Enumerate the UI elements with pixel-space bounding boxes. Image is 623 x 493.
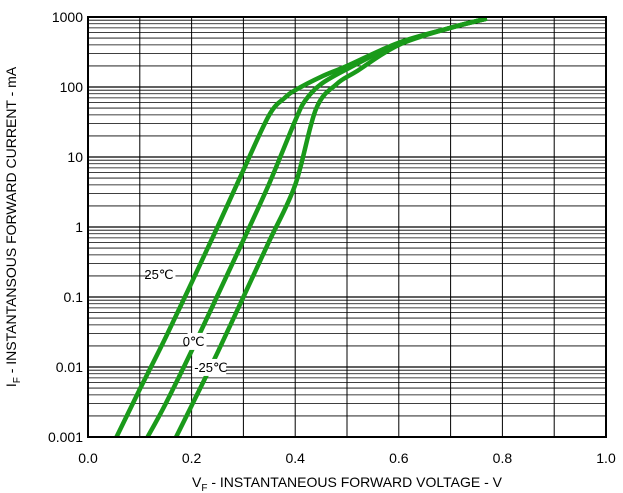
y-tick-label: 0.1	[64, 289, 84, 305]
x-axis-title-sub: F	[201, 483, 207, 493]
x-tick-label: 1.0	[596, 450, 616, 466]
x-axis-title: VF - INSTANTANEOUS FORWARD VOLTAGE - V	[192, 474, 503, 493]
x-tick-label: 0.0	[78, 450, 98, 466]
y-axis-title-rest: - INSTANTANSOUS FORWARD CURRENT - mA	[3, 66, 19, 377]
y-axis-title-sub: F	[12, 377, 23, 383]
x-tick-label: 0.4	[285, 450, 305, 466]
x-tick-labels: 0.0 0.2 0.4 0.6 0.8 1.0	[78, 450, 616, 466]
plot-frame	[87, 16, 607, 438]
y-tick-label: 0.01	[56, 359, 83, 375]
y-tick-label: 100	[60, 79, 84, 95]
y-tick-label: 1	[75, 219, 83, 235]
series-line-2	[174, 16, 488, 439]
grid	[87, 17, 607, 438]
x-axis-title-main: V	[192, 474, 202, 490]
curves	[114, 16, 488, 439]
y-tick-label: 0.001	[48, 429, 83, 445]
y-axis-title: IF - INSTANTANSOUS FORWARD CURRENT - mA	[3, 66, 23, 387]
y-axis-title-main: I	[3, 383, 19, 387]
y-tick-label: 10	[67, 149, 83, 165]
y-tick-labels: 0.001 0.01 0.1 1 10 100 1000	[48, 9, 83, 445]
y-tick-label: 1000	[52, 9, 83, 25]
curve-labels: 25℃ 0℃ -25℃	[144, 266, 228, 376]
curve-label-bg	[187, 332, 207, 350]
series-line-0	[114, 16, 488, 438]
x-tick-label: 0.2	[182, 450, 202, 466]
curve-label: 25℃	[144, 267, 173, 282]
curve-label: -25℃	[194, 360, 227, 375]
x-tick-label: 0.6	[389, 450, 409, 466]
curve-label-bg	[192, 358, 227, 376]
x-axis-title-rest: - INSTANTANEOUS FORWARD VOLTAGE - V	[207, 474, 502, 490]
x-tick-label: 0.8	[493, 450, 513, 466]
curve-label-bg	[148, 266, 176, 284]
curve-label: 0℃	[183, 334, 205, 349]
